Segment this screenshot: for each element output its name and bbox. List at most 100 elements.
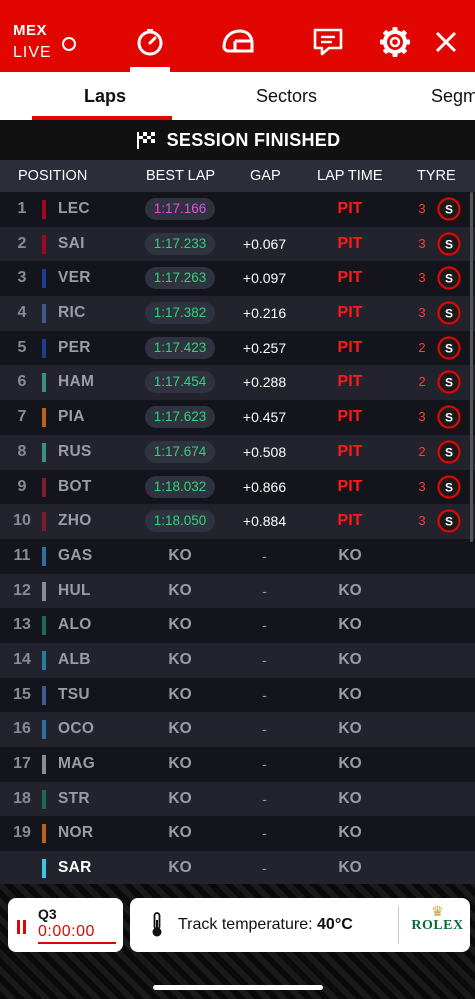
position-number: 3 — [17, 269, 27, 287]
best-lap-time: 1:18.032 — [145, 475, 215, 498]
team-color-stripe — [42, 512, 46, 532]
scrollbar[interactable] — [470, 192, 473, 542]
soft-tyre-icon: S — [437, 301, 461, 325]
table-row[interactable]: 17 MAG KO - KO — [0, 747, 475, 782]
table-row[interactable]: 12 HUL KO - KO — [0, 573, 475, 609]
driver-code: RUS — [58, 442, 92, 460]
commentary-icon[interactable] — [310, 24, 346, 60]
table-row[interactable]: 8 RUS 1:17.674 +0.508 PIT 2 S — [0, 434, 475, 470]
team-color-stripe — [42, 373, 46, 393]
table-row[interactable]: 2 SAI 1:17.233 +0.067 PIT 3 S — [0, 226, 475, 262]
best-lap-time: KO — [168, 650, 192, 668]
soft-tyre-icon: S — [437, 474, 461, 499]
table-row[interactable]: SAR KO - KO — [0, 851, 475, 886]
table-row[interactable]: 10 ZHO 1:18.050 +0.884 PIT 3 S — [0, 504, 475, 539]
best-lap-time: 1:17.423 — [145, 336, 215, 359]
team-color-stripe — [42, 720, 46, 740]
best-lap-time: KO — [168, 859, 192, 877]
tab-sectors[interactable]: Sectors — [256, 86, 318, 106]
position-number: 15 — [13, 685, 31, 703]
table-row[interactable]: 5 PER 1:17.423 +0.257 PIT 2 S — [0, 330, 475, 366]
lap-time-value: PIT — [337, 512, 363, 530]
lap-time-value: KO — [338, 616, 362, 634]
helmet-icon[interactable] — [220, 24, 256, 60]
position-number: 4 — [17, 304, 27, 322]
position-number: 7 — [17, 408, 27, 426]
position-number: 5 — [17, 338, 27, 356]
position-number: 13 — [13, 616, 31, 634]
lap-time-value: KO — [338, 685, 362, 703]
team-color-stripe — [42, 789, 46, 809]
sponsor-name: ROLEX — [411, 918, 464, 933]
table-row[interactable]: 19 NOR KO - KO — [0, 816, 475, 852]
best-lap-time: KO — [168, 685, 192, 703]
table-row[interactable]: 15 TSU KO - KO — [0, 677, 475, 713]
column-header-position: POSITION — [18, 168, 88, 184]
stopwatch-icon[interactable] — [132, 24, 168, 60]
tyre-age: 3 — [418, 305, 426, 321]
gap-value: - — [262, 721, 267, 738]
driver-code: ZHO — [58, 512, 92, 530]
position-number: 16 — [13, 720, 31, 738]
gap-value — [232, 192, 297, 227]
soft-tyre-icon: S — [437, 440, 461, 464]
team-color-stripe — [42, 442, 46, 462]
driver-code: PER — [58, 338, 91, 356]
position-number: 17 — [13, 755, 31, 772]
gap-value: - — [262, 825, 267, 842]
position-number — [8, 851, 36, 886]
best-lap-time: 1:17.674 — [145, 440, 215, 463]
team-color-stripe — [42, 234, 46, 254]
table-header: POSITION BEST LAP GAP LAP TIME TYRE — [0, 160, 475, 192]
home-indicator[interactable] — [153, 985, 323, 990]
gap-value: +0.067 — [242, 235, 287, 252]
tyre-compound: S — [445, 237, 453, 251]
table-row[interactable]: 1 LEC 1:17.166 PIT 3 S — [0, 192, 475, 227]
table-row[interactable]: 3 VER 1:17.263 +0.097 PIT 3 S — [0, 261, 475, 297]
lap-time-value: KO — [338, 859, 362, 877]
lap-time-value: KO — [338, 755, 362, 772]
table-row[interactable]: 13 ALO KO - KO — [0, 608, 475, 643]
gap-value: +0.884 — [242, 513, 287, 530]
session-status-banner: SESSION FINISHED — [0, 120, 475, 160]
table-row[interactable]: 9 BOT 1:18.032 +0.866 PIT 3 S — [0, 469, 475, 505]
driver-code: NOR — [58, 824, 94, 842]
tyre-compound: S — [445, 376, 453, 390]
tyre-compound: S — [445, 272, 453, 286]
table-row[interactable]: 18 STR KO - KO — [0, 781, 475, 817]
table-row[interactable]: 11 GAS KO - KO — [0, 538, 475, 574]
table-row[interactable]: 4 RIC 1:17.382 +0.216 PIT 3 S — [0, 296, 475, 331]
session-timer-card[interactable]: Q3 0:00:00 — [8, 898, 123, 952]
team-color-stripe — [42, 477, 46, 497]
lap-time-value: PIT — [337, 373, 363, 391]
tab-laps[interactable]: Laps — [84, 86, 127, 106]
best-lap-time: 1:17.454 — [145, 371, 215, 394]
driver-code: TSU — [58, 685, 90, 703]
driver-code: OCO — [58, 720, 95, 738]
close-icon[interactable] — [428, 24, 464, 60]
tab-segments[interactable]: Segm — [431, 86, 475, 106]
team-color-stripe — [42, 338, 46, 358]
table-row[interactable]: 6 HAM 1:17.454 +0.288 PIT 2 S — [0, 365, 475, 401]
table-row[interactable]: 14 ALB KO - KO — [0, 642, 475, 678]
table-row[interactable]: 16 OCO KO - KO — [0, 712, 475, 747]
gear-icon[interactable] — [377, 24, 413, 60]
driver-code: GAS — [58, 546, 93, 564]
team-color-stripe — [42, 824, 46, 844]
gap-value: +0.257 — [242, 339, 287, 356]
best-lap-time: 1:17.382 — [145, 302, 215, 325]
gap-value: - — [262, 686, 267, 703]
team-color-stripe — [42, 755, 46, 774]
gap-value: - — [262, 790, 267, 807]
soft-tyre-icon: S — [437, 197, 461, 221]
team-color-stripe — [42, 408, 46, 428]
column-header-gap: GAP — [250, 168, 281, 184]
table-row[interactable]: 7 PIA 1:17.623 +0.457 PIT 3 S — [0, 400, 475, 435]
tyre-age: 2 — [418, 339, 426, 355]
lap-time-value: KO — [338, 546, 362, 564]
team-color-stripe — [42, 200, 46, 219]
gap-value: - — [262, 756, 267, 772]
position-number: 8 — [17, 442, 27, 460]
gap-value: - — [262, 547, 267, 564]
session-name: Q3 — [38, 906, 57, 922]
